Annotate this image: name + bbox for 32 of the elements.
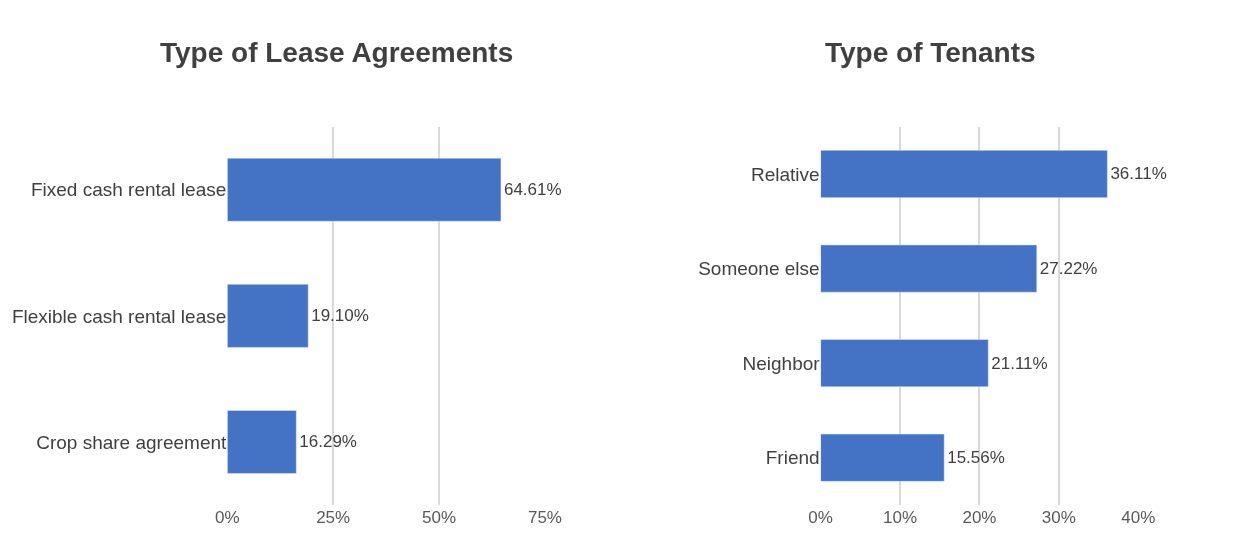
x-tick-label: 0%: [215, 508, 240, 527]
x-tick-label: 40%: [1121, 508, 1156, 527]
y-tick-label: Fixed cash rental lease: [30, 179, 227, 201]
bar: [820, 433, 945, 482]
y-tick-label: Neighbor: [742, 352, 821, 374]
x-tick-label: 10%: [883, 508, 918, 527]
bar: [227, 157, 502, 222]
x-tick-label: 30%: [1041, 508, 1076, 527]
x-tick-label: 50%: [422, 508, 457, 527]
bar: [227, 410, 297, 474]
bar: [820, 150, 1108, 198]
y-tick-label: Relative: [750, 163, 820, 185]
data-label: 27.22%: [1039, 259, 1098, 279]
bar: [227, 284, 309, 348]
x-tick-label: 20%: [962, 508, 997, 527]
y-tick-label: Flexible cash rental lease: [11, 305, 227, 327]
y-tick-label: Crop share agreement: [36, 431, 228, 453]
data-label: 64.61%: [503, 180, 562, 200]
data-label: 15.56%: [947, 448, 1005, 468]
y-tick-label: Friend: [765, 447, 820, 469]
data-label: 21.11%: [991, 353, 1048, 373]
data-label: 19.10%: [311, 306, 369, 326]
chart-title: Type of Tenants: [825, 37, 1036, 68]
x-tick-label: 75%: [527, 508, 562, 527]
bar: [820, 244, 1038, 293]
y-tick-label: Someone else: [698, 258, 820, 280]
bar: [820, 339, 989, 388]
data-label: 36.11%: [1110, 164, 1167, 184]
x-tick-label: 0%: [808, 508, 833, 527]
chart-title: Type of Lease Agreements: [160, 37, 514, 68]
x-tick-label: 25%: [316, 508, 351, 527]
data-label: 16.29%: [299, 432, 357, 452]
